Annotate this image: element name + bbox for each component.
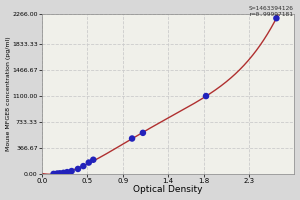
Point [51, 172, 56, 175]
X-axis label: Optical Density: Optical Density [134, 185, 203, 194]
Point [55, 172, 60, 175]
Point [65, 171, 70, 174]
Point [81, 165, 86, 168]
Point [58, 172, 62, 175]
Point [69, 169, 74, 173]
Y-axis label: Mouse MFGE8 concentration (pg/ml): Mouse MFGE8 concentration (pg/ml) [6, 36, 10, 151]
Point [76, 167, 80, 171]
Point [86, 161, 91, 164]
Point [130, 137, 134, 140]
Point [91, 158, 96, 161]
Point [140, 131, 145, 134]
Text: S=1463394126
r=0.99997181: S=1463394126 r=0.99997181 [249, 6, 294, 17]
Point [204, 94, 208, 98]
Point [274, 17, 279, 20]
Point [61, 171, 66, 174]
